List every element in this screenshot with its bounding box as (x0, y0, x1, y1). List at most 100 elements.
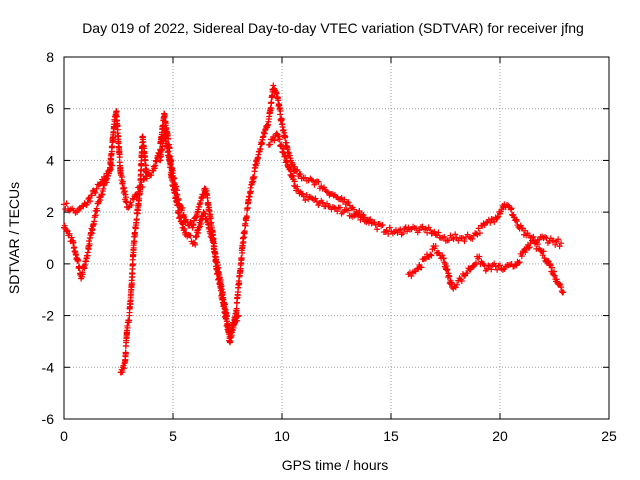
data-point (366, 216, 373, 223)
data-point (197, 220, 204, 227)
data-point (531, 240, 538, 247)
data-point (337, 204, 344, 211)
data-point (556, 280, 563, 287)
data-point (494, 266, 501, 273)
data-point (121, 188, 128, 195)
data-point (122, 191, 129, 198)
data-point (66, 230, 73, 237)
data-point (427, 227, 434, 234)
data-point (242, 222, 249, 229)
data-point (293, 167, 300, 174)
data-point (558, 284, 565, 291)
chart-title: Day 019 of 2022, Sidereal Day-to-day VTE… (82, 20, 584, 36)
data-point (315, 178, 322, 185)
data-point (334, 208, 341, 215)
data-point (445, 237, 452, 244)
data-point (360, 214, 367, 221)
data-point (74, 209, 81, 216)
data-point (247, 188, 254, 195)
data-point (371, 219, 378, 226)
data-point (239, 249, 246, 256)
data-point (308, 176, 315, 183)
data-point (418, 264, 425, 271)
series-branch-early (61, 162, 115, 282)
data-point (488, 266, 495, 273)
data-point (422, 225, 429, 232)
data-point (234, 317, 241, 324)
data-point (486, 263, 493, 270)
data-point (450, 236, 457, 243)
data-point (157, 157, 164, 164)
data-point (221, 301, 228, 308)
x-tick-label: 25 (601, 428, 617, 444)
data-points (61, 82, 567, 376)
data-point (558, 240, 565, 247)
data-point (277, 107, 284, 114)
data-point (86, 240, 93, 247)
x-tick-labels: 0 5 10 15 20 25 (60, 428, 617, 444)
data-point (302, 197, 309, 204)
data-point (87, 198, 94, 205)
data-point (142, 156, 149, 163)
data-point (93, 185, 100, 192)
y-tick-label: 2 (46, 204, 54, 220)
data-point (187, 232, 194, 239)
data-point (128, 280, 135, 287)
data-point (399, 230, 406, 237)
data-point (192, 241, 199, 248)
data-point (542, 234, 549, 241)
data-point (234, 313, 241, 320)
x-tick-label: 10 (274, 428, 290, 444)
data-point (267, 141, 274, 148)
data-point (294, 183, 301, 190)
data-point (395, 227, 402, 234)
data-point (454, 281, 461, 288)
data-point (548, 264, 555, 271)
data-point (518, 253, 525, 260)
data-point (119, 178, 126, 185)
x-tick-label: 5 (169, 428, 177, 444)
grid (64, 57, 609, 419)
data-point (508, 205, 515, 212)
data-point (368, 220, 375, 227)
data-point (435, 229, 442, 236)
data-point (556, 243, 563, 250)
data-point (132, 232, 139, 239)
data-point (424, 229, 431, 236)
data-point (446, 273, 453, 280)
data-point (319, 199, 326, 206)
data-point (473, 259, 480, 266)
y-tick-label: 0 (46, 256, 54, 272)
data-point (243, 213, 250, 220)
data-point (345, 199, 352, 206)
data-point (161, 112, 168, 119)
data-point (469, 235, 476, 242)
data-point (324, 200, 331, 207)
data-point (92, 189, 99, 196)
data-point (241, 228, 248, 235)
data-point (476, 230, 483, 237)
data-point (374, 226, 381, 233)
data-point (271, 137, 278, 144)
data-point (61, 222, 68, 229)
data-point (284, 146, 291, 153)
y-tick-label: -2 (42, 308, 55, 324)
data-point (516, 259, 523, 266)
series-branch-late (405, 237, 567, 296)
data-point (546, 261, 553, 268)
data-point (129, 261, 136, 268)
data-point (312, 195, 319, 202)
y-tick-label: 6 (46, 101, 54, 117)
data-point (416, 227, 423, 234)
data-point (435, 249, 442, 256)
data-point (344, 207, 351, 214)
data-point (550, 237, 557, 244)
data-point (148, 172, 155, 179)
data-point (124, 324, 131, 331)
data-point (143, 172, 150, 179)
y-tick-label: 4 (46, 152, 54, 168)
data-point (311, 181, 318, 188)
data-point (104, 172, 111, 179)
data-point (61, 201, 67, 208)
data-point (397, 226, 404, 233)
